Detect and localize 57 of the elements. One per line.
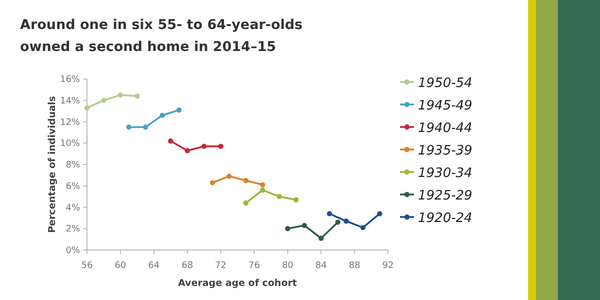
point — [168, 138, 174, 144]
point — [218, 144, 224, 149]
point — [326, 211, 332, 216]
point — [318, 236, 324, 241]
point — [84, 105, 90, 110]
y-tick-label: 8% — [66, 160, 80, 170]
legend-label: 1930-34 — [418, 166, 472, 181]
y-tick-label: 16% — [60, 75, 80, 85]
point — [160, 112, 165, 118]
point — [126, 124, 132, 130]
point — [260, 182, 266, 188]
x-axis-title: Average age of cohort — [178, 278, 298, 289]
x-tick-label: 68 — [182, 261, 194, 271]
x-tick-label: 84 — [315, 261, 328, 271]
point — [226, 174, 232, 179]
point — [285, 226, 290, 232]
x-tick-label: 92 — [382, 261, 394, 271]
x-tick-label: 80 — [282, 261, 294, 271]
point — [344, 218, 349, 224]
point — [210, 180, 216, 186]
point — [276, 194, 282, 200]
x-tick-label: 88 — [348, 261, 361, 271]
point — [118, 92, 124, 98]
point — [134, 94, 140, 99]
legend-label: 1950-54 — [418, 76, 472, 91]
point — [201, 144, 207, 149]
legend-label: 1920-24 — [418, 211, 472, 226]
x-tick-label: 60 — [114, 261, 126, 271]
point — [176, 107, 182, 113]
point — [293, 197, 299, 202]
legend-label: 1945-49 — [418, 98, 472, 114]
legend-label: 1925-29 — [418, 188, 472, 204]
point — [101, 98, 106, 103]
y-tick-label: 6% — [66, 182, 80, 192]
point — [184, 148, 190, 154]
y-tick-label: 10% — [60, 139, 80, 150]
y-tick-label: 2% — [66, 224, 80, 235]
point — [243, 178, 248, 184]
x-tick-label: 56 — [81, 261, 93, 271]
point — [335, 220, 340, 225]
x-tick-label: 64 — [148, 261, 160, 271]
y-tick-label: 4% — [66, 203, 80, 214]
y-tick-label: 0% — [66, 246, 80, 256]
y-tick-label: 12% — [60, 118, 80, 128]
point — [243, 200, 248, 206]
point — [260, 188, 266, 193]
point — [302, 222, 307, 228]
x-tick-label: 72 — [215, 261, 227, 271]
legend-label: 1940-44 — [418, 121, 472, 136]
legend-label: 1935-39 — [418, 144, 472, 158]
y-axis-title: Percentage of individuals — [47, 96, 58, 233]
point — [377, 211, 382, 216]
point — [360, 224, 366, 230]
point — [142, 124, 148, 130]
y-tick-label: 14% — [60, 96, 80, 106]
x-tick-label: 76 — [248, 261, 260, 271]
chart-title: Around one in six 55- to 64-year-olds owned a second home in 2014–15 — [20, 16, 304, 57]
